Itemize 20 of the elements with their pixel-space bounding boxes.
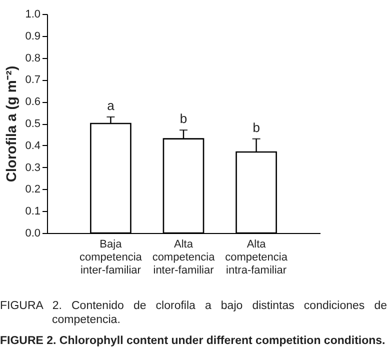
annotation: a xyxy=(107,98,116,113)
y-tick-label: 0.3 xyxy=(25,162,40,174)
annotation: b xyxy=(180,111,188,126)
annotation: b xyxy=(252,120,260,135)
x-tick-label: Alta competencia intra-familiar xyxy=(225,238,288,276)
text: FIGURA 2. Contenido de clorofila a bajo distintas condiciones de competencia. xyxy=(0,299,387,327)
y-tick-label: 0.5 xyxy=(25,118,40,130)
y-tick-label: 0.4 xyxy=(25,140,40,152)
y-tick-label: 0.6 xyxy=(25,96,40,108)
caption: FIGURE 2. Chlorophyll content under different competition conditions. xyxy=(0,334,386,348)
y-tick-label: 0.1 xyxy=(25,206,40,218)
x-tick-label: Baja competencia inter-familiar xyxy=(80,238,143,276)
x-tick-label: Alta competencia inter-familiar xyxy=(152,238,216,276)
y-tick-label: 0.8 xyxy=(25,52,40,64)
y-tick-label: 0.0 xyxy=(25,228,40,240)
y-tick-label: 0.9 xyxy=(25,30,40,42)
y-tick-label: 1.0 xyxy=(25,8,40,20)
y-tick-label: 0.7 xyxy=(25,74,40,86)
y-tick-label: 0.2 xyxy=(25,184,40,196)
y-axis-title: Clorofila a (g m⁻²) xyxy=(3,66,20,182)
